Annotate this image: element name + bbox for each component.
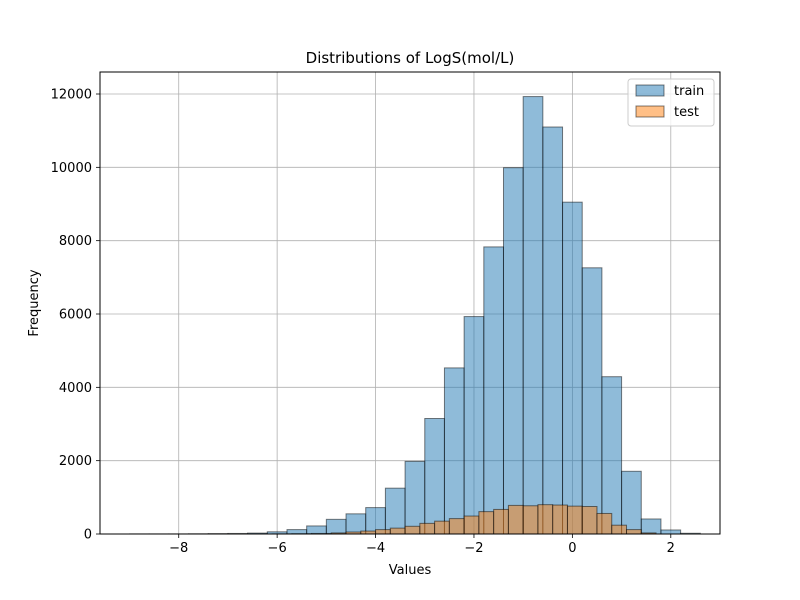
bar-test (448, 518, 465, 535)
bar-test (522, 505, 539, 535)
bar-test (626, 529, 642, 535)
bar-train (424, 418, 445, 535)
bar-train (562, 201, 583, 535)
bar-test (581, 506, 598, 535)
bar-test (611, 524, 628, 535)
x-tick-label: −4 (366, 541, 385, 556)
x-tick-label: −2 (464, 541, 483, 556)
bar-train (601, 376, 623, 535)
bar-train (502, 167, 524, 535)
bar-train (384, 487, 406, 535)
x-axis-label: Values (389, 563, 432, 578)
bar-test (566, 505, 583, 535)
bar-test (552, 504, 568, 535)
grid-lines (100, 72, 720, 535)
y-tick-label: 12000 (51, 88, 92, 103)
y-tick-label: 6000 (59, 308, 92, 323)
bar-train (325, 518, 347, 535)
bar-test (404, 525, 421, 535)
bar-test (478, 511, 495, 535)
legend-label-test: test (674, 105, 699, 120)
x-tick-label: 0 (568, 541, 576, 556)
plot-frame (99, 71, 721, 535)
x-tick-label: 2 (667, 541, 675, 556)
bar-test (463, 515, 480, 535)
bar-train (640, 518, 662, 535)
bar-train (483, 246, 504, 535)
legend-swatch-test (635, 105, 665, 118)
legend-label-train: train (674, 84, 704, 99)
y-axis-label: Frequency (27, 269, 42, 336)
bar-test (434, 520, 450, 535)
y-tick-label: 4000 (59, 381, 92, 396)
chart-title: Distributions of LogS(mol/L) (306, 49, 515, 67)
bar-test (375, 529, 391, 535)
bar-train (660, 529, 682, 535)
bar-test (596, 512, 613, 535)
bar-train (621, 470, 642, 535)
x-tick-label: −8 (169, 541, 188, 556)
series-test (271, 504, 657, 535)
y-tick-label: 0 (84, 528, 92, 543)
bar-train (463, 316, 485, 535)
bar-test (537, 504, 554, 535)
y-tick-label: 8000 (59, 234, 92, 249)
bar-test (507, 504, 524, 535)
y-tick-label: 2000 (59, 454, 92, 469)
bar-test (389, 527, 406, 535)
bar-train (522, 96, 544, 535)
legend: train test (627, 78, 715, 127)
bar-train (542, 126, 564, 535)
x-tick-label: −6 (268, 541, 287, 556)
bar-train (306, 525, 327, 535)
bar-test (493, 508, 509, 535)
bar-train (443, 367, 465, 535)
bar-train (581, 267, 603, 535)
bar-test (419, 522, 436, 535)
y-tick-label: 10000 (51, 161, 92, 176)
legend-swatch-train (635, 84, 665, 97)
axis-ticks: −8 −6 −4 −2 0 2 0 2000 4000 6000 8000 10000 12000 (51, 88, 675, 557)
